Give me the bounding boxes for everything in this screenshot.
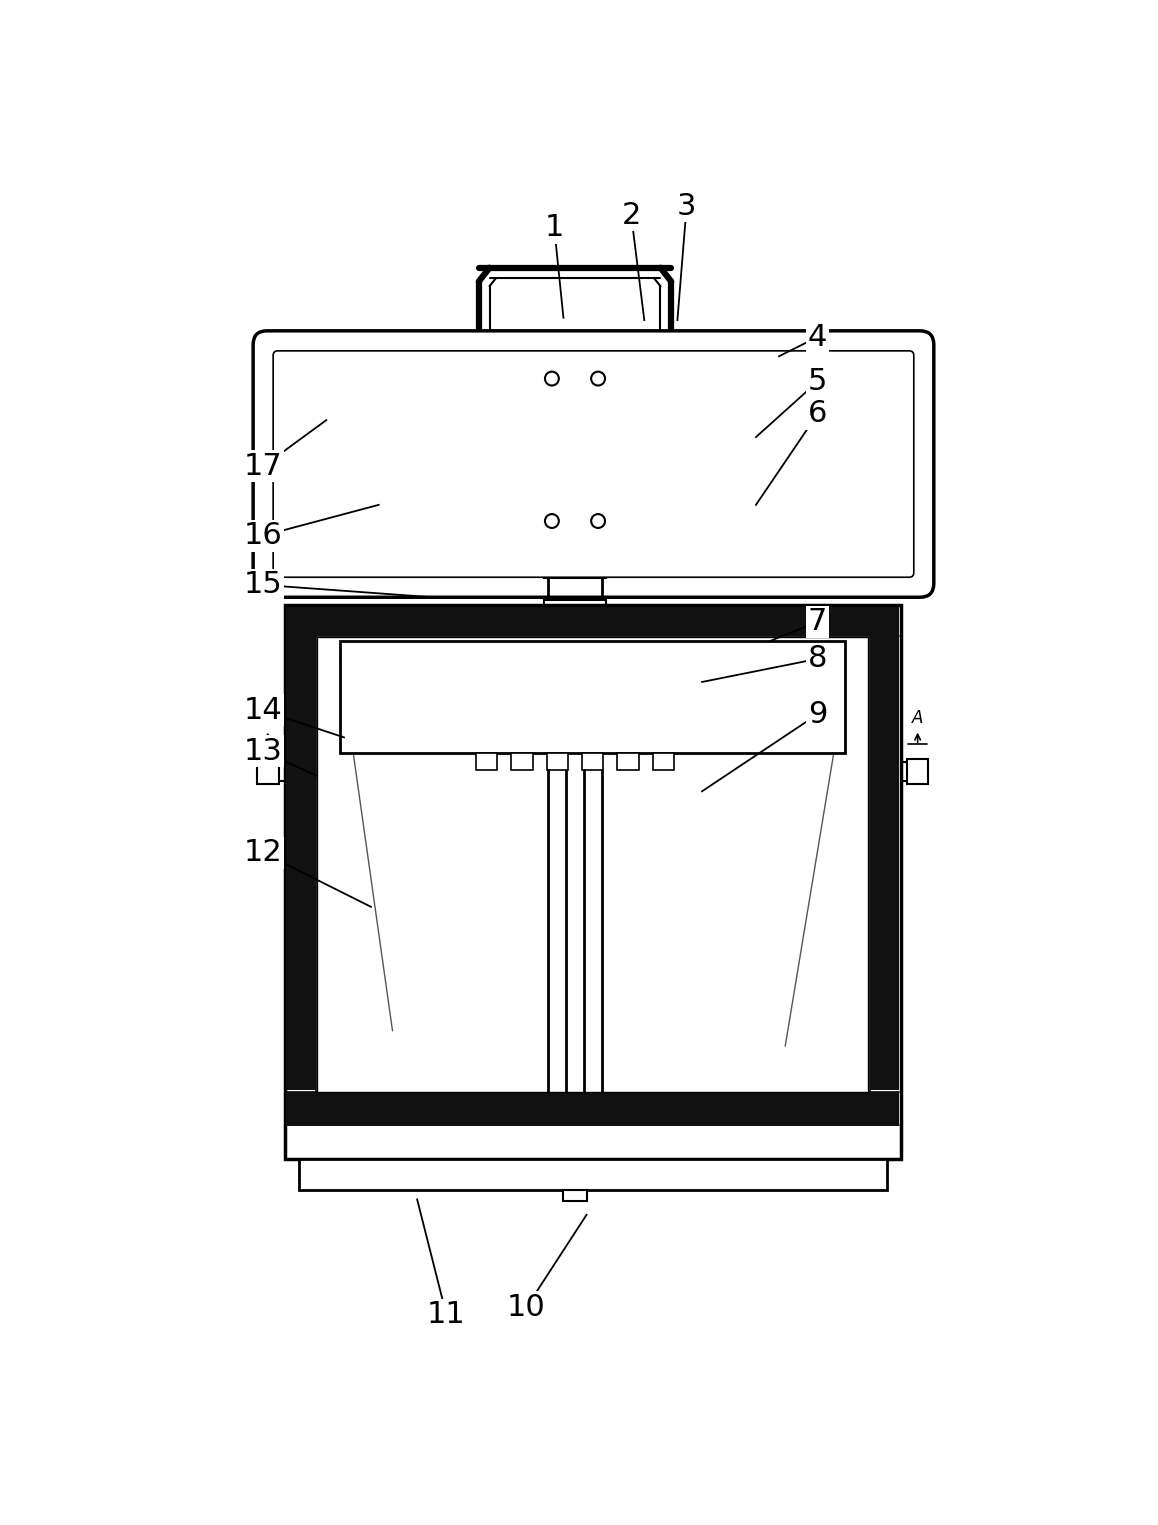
Text: 7: 7 (808, 607, 827, 636)
Bar (476, 753, 497, 770)
Bar (907, 759, 929, 784)
Bar (317, 637, 868, 1092)
Bar (257, 759, 279, 784)
Text: 2: 2 (622, 201, 640, 230)
Text: 3: 3 (677, 192, 696, 221)
Bar (511, 753, 533, 770)
Text: 8: 8 (808, 645, 827, 674)
Bar (870, 607, 899, 1090)
Text: 15: 15 (244, 570, 283, 599)
FancyBboxPatch shape (254, 331, 933, 598)
Bar (285, 605, 901, 1159)
Text: A: A (262, 709, 273, 726)
Text: 9: 9 (808, 700, 827, 729)
Text: 17: 17 (244, 451, 283, 480)
Bar (340, 640, 845, 753)
Bar (544, 599, 606, 610)
Bar (617, 753, 639, 770)
Bar (582, 753, 603, 770)
Text: 13: 13 (243, 737, 283, 766)
Bar (547, 753, 569, 770)
Bar (299, 1159, 887, 1190)
Bar (433, 511, 754, 532)
Text: 16: 16 (244, 522, 283, 551)
Bar (563, 1190, 587, 1202)
Bar (665, 331, 677, 346)
Text: 6: 6 (808, 400, 827, 429)
Bar (286, 607, 899, 636)
Bar (286, 1092, 899, 1127)
Text: 1: 1 (544, 214, 564, 242)
Bar (317, 637, 868, 1092)
Bar (625, 361, 739, 450)
Bar (544, 567, 606, 578)
Text: 4: 4 (808, 322, 827, 351)
Bar (286, 607, 315, 1090)
FancyBboxPatch shape (273, 351, 914, 578)
Bar (472, 331, 485, 346)
Bar (653, 753, 674, 770)
Bar (433, 511, 754, 532)
Text: 5: 5 (808, 368, 827, 396)
Text: 11: 11 (427, 1301, 466, 1330)
Text: 12: 12 (244, 839, 283, 868)
Bar (571, 497, 754, 511)
Text: 14: 14 (244, 695, 283, 724)
Text: A: A (913, 709, 923, 726)
Bar (609, 451, 754, 497)
Text: 10: 10 (507, 1293, 545, 1322)
